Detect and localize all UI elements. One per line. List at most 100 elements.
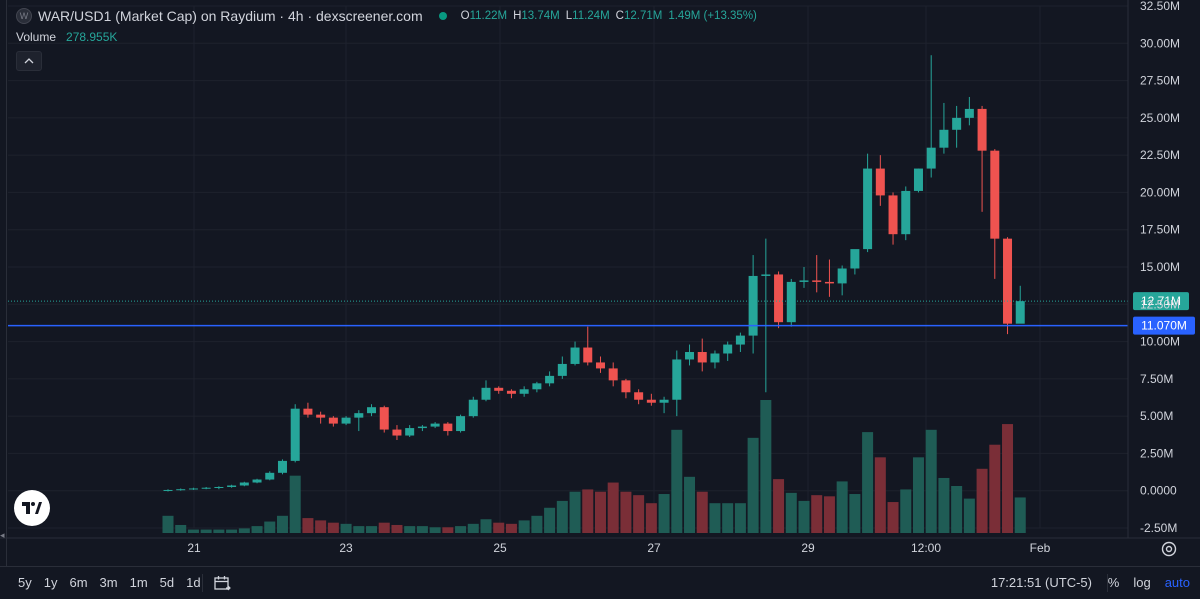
range-5y-button[interactable]: 5y (18, 575, 32, 590)
volume-bar (747, 437, 759, 533)
log-scale-button[interactable]: log (1133, 575, 1151, 590)
candle-body (176, 489, 186, 491)
settings-gear-icon[interactable] (1160, 540, 1178, 558)
candle-body (519, 389, 529, 394)
price-axis-label: 22.50M (1140, 148, 1180, 162)
collapse-left-handle[interactable]: ◂ (0, 530, 5, 540)
calendar-icon[interactable] (212, 573, 232, 593)
candle-body (913, 168, 923, 191)
symbol-title[interactable]: WAR/USD1 (Market Cap) on Raydium · 4h · … (38, 8, 423, 24)
candle-body (583, 347, 593, 363)
volume-bar (760, 400, 772, 533)
candle-body (824, 281, 834, 284)
range-buttons: 5y 1y 6m 3m 1m 5d 1d (12, 575, 207, 590)
volume-bar (531, 515, 543, 533)
volume-bar (353, 526, 365, 533)
range-6m-button[interactable]: 6m (69, 575, 88, 590)
candle-body (468, 399, 478, 417)
range-3m-button[interactable]: 3m (99, 575, 118, 590)
range-1m-button[interactable]: 1m (129, 575, 148, 590)
candle-body (774, 274, 784, 323)
candle-body (672, 359, 682, 400)
volume-bar (658, 494, 670, 533)
volume-bar (912, 457, 924, 533)
volume-bar (200, 529, 212, 533)
candle-body (901, 190, 911, 235)
range-1y-button[interactable]: 1y (43, 575, 58, 590)
volume-bar (378, 522, 390, 533)
collapse-legend-button[interactable] (16, 51, 42, 71)
candle-body (405, 428, 415, 436)
volume-bar (264, 521, 276, 533)
price-axis-label: 10.00M (1140, 335, 1180, 349)
volume-bar (327, 522, 339, 533)
range-5d-button[interactable]: 5d (159, 575, 175, 590)
candle-body (646, 399, 656, 403)
volume-value: 278.955K (66, 30, 118, 44)
chart-legend: W WAR/USD1 (Market Cap) on Raydium · 4h … (16, 8, 757, 24)
left-panel-edge (0, 0, 7, 566)
volume-legend: Volume 278.955K (16, 30, 117, 44)
volume-bar (874, 457, 886, 533)
time-axis-label: 12:00 (911, 541, 941, 555)
price-axis-label: 17.50M (1140, 223, 1180, 237)
price-axis-label: 7.50M (1140, 372, 1173, 386)
candle-body (456, 416, 466, 432)
price-axis-label: 25.00M (1140, 111, 1180, 125)
candle-body (723, 344, 733, 354)
percent-scale-button[interactable]: % (1107, 575, 1120, 590)
ohlc-high-key: H (513, 10, 522, 22)
time-axis-label: 23 (339, 541, 353, 555)
chevron-up-icon (24, 58, 34, 64)
volume-bar (963, 498, 975, 533)
volume-bar (1002, 424, 1014, 533)
candle-body (570, 347, 580, 364)
volume-bar (276, 515, 288, 533)
candle-body (659, 399, 669, 403)
volume-bar (455, 526, 467, 533)
bottom-toolbar: 5y 1y 6m 3m 1m 5d 1d 17:21:51 (UTC-5) % … (0, 566, 1200, 599)
volume-bar (480, 519, 492, 533)
volume-label[interactable]: Volume (16, 30, 57, 44)
volume-bar (976, 468, 988, 533)
candle-body (494, 387, 504, 391)
candle-body (863, 168, 873, 250)
candle-body (608, 368, 618, 381)
price-axis-label: 5.00M (1140, 409, 1173, 423)
price-axis-label: 30.00M (1140, 36, 1180, 50)
candle-body (685, 352, 695, 360)
price-axis-label: 32.50M (1140, 0, 1180, 13)
auto-scale-button[interactable]: auto (1164, 575, 1190, 590)
candle-body (595, 362, 605, 369)
volume-bar (594, 491, 606, 533)
candle-body (316, 414, 326, 418)
tradingview-logo-icon[interactable] (14, 490, 50, 526)
volume-bar (391, 524, 403, 533)
candle-body (506, 390, 516, 394)
toolbar-separator-right (1107, 574, 1108, 592)
volume-bar (366, 526, 378, 533)
ohlc-close: 12.71M (623, 10, 663, 22)
time-axis-label: 25 (493, 541, 507, 555)
volume-bar (671, 429, 683, 533)
chart-svg[interactable]: 12.71M 11.070M 32.50M 30.00M 27.50M 25.00M 22… (0, 0, 1200, 566)
timezone-clock[interactable]: 17:21:51 (UTC-5) (990, 575, 1092, 590)
candle-body (328, 417, 338, 424)
scale-options: % log auto (1108, 575, 1190, 590)
candle-body (239, 482, 249, 486)
volume-bar (569, 491, 581, 533)
volume-bar (951, 485, 963, 533)
candle-body (977, 108, 987, 151)
volume-bar (493, 522, 505, 533)
volume-bar (696, 491, 708, 533)
hline-label: 11.070M (1141, 319, 1187, 333)
range-1d-button[interactable]: 1d (186, 575, 201, 590)
candle-body (939, 129, 949, 148)
volume-bar (836, 481, 848, 533)
candle-body (926, 147, 936, 169)
volume-bar (162, 515, 174, 533)
ohlc-open-key: O (460, 10, 470, 22)
volume-bar (429, 527, 441, 533)
volume-bar (849, 494, 861, 533)
